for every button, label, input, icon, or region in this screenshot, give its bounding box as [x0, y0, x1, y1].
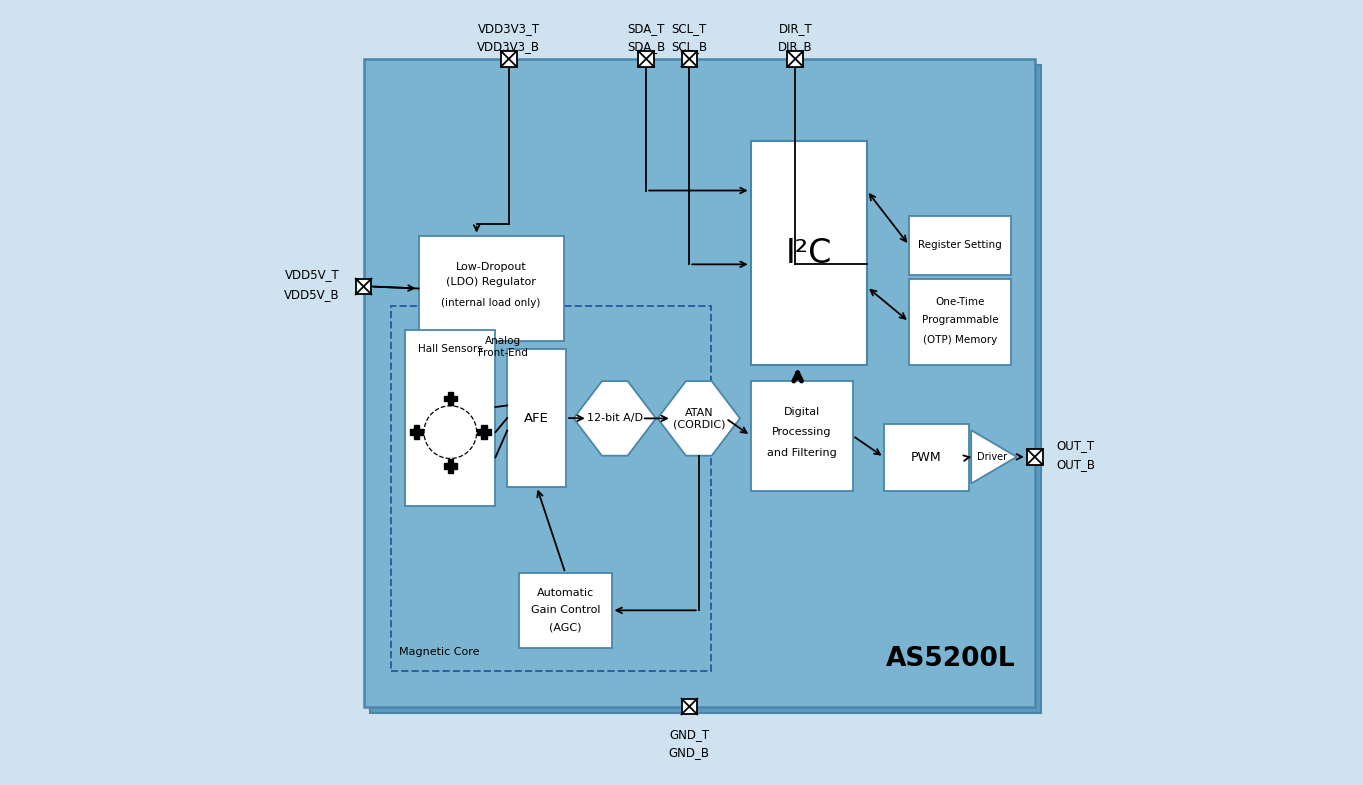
Text: DIR_T: DIR_T	[778, 22, 812, 35]
Bar	[909, 279, 1011, 365]
Text: OUT_T: OUT_T	[1056, 439, 1094, 451]
Polygon shape	[443, 459, 457, 473]
Text: SCL_T: SCL_T	[672, 22, 707, 35]
Polygon shape	[443, 392, 457, 405]
Polygon shape	[410, 425, 424, 439]
Polygon shape	[477, 425, 491, 439]
Text: Processing: Processing	[771, 427, 831, 436]
Bar	[1026, 449, 1043, 465]
Text: Programmable: Programmable	[921, 316, 999, 325]
Text: (OTP) Memory: (OTP) Memory	[923, 335, 998, 345]
Bar	[502, 51, 517, 67]
Text: SDA_B: SDA_B	[627, 40, 665, 53]
Text: I²C: I²C	[785, 236, 831, 270]
Text: AFE: AFE	[525, 411, 549, 425]
Bar	[519, 573, 612, 648]
Text: (LDO) Regulator: (LDO) Regulator	[446, 277, 536, 287]
Text: VDD5V_T: VDD5V_T	[285, 268, 339, 281]
Bar	[638, 51, 654, 67]
Polygon shape	[574, 381, 656, 455]
Bar	[507, 349, 566, 487]
Text: Register Setting: Register Setting	[919, 240, 1002, 250]
Bar	[751, 381, 853, 491]
Text: (internal load only): (internal load only)	[442, 298, 541, 308]
Text: SDA_T: SDA_T	[627, 22, 665, 35]
Text: and Filtering: and Filtering	[767, 448, 837, 458]
Text: Low-Dropout: Low-Dropout	[455, 261, 526, 272]
Text: 12-bit A/D: 12-bit A/D	[587, 414, 643, 423]
Bar	[369, 65, 1041, 713]
Text: GND_T: GND_T	[669, 728, 709, 742]
Text: AS5200L: AS5200L	[886, 646, 1015, 673]
Text: GND_B: GND_B	[669, 746, 710, 759]
Bar	[751, 141, 867, 365]
Text: Magnetic Core: Magnetic Core	[399, 648, 480, 658]
Text: OUT_B: OUT_B	[1056, 458, 1096, 471]
Text: VDD5V_B: VDD5V_B	[285, 288, 339, 301]
Bar	[788, 51, 803, 67]
Bar	[405, 330, 496, 506]
Bar	[391, 306, 711, 671]
Polygon shape	[972, 430, 1017, 484]
Text: Front-End: Front-End	[478, 349, 529, 358]
Text: VDD3V3_B: VDD3V3_B	[477, 40, 540, 53]
Bar	[885, 424, 969, 491]
Text: Automatic: Automatic	[537, 588, 594, 598]
Text: PWM: PWM	[910, 451, 942, 464]
Bar	[682, 699, 698, 714]
Text: DIR_B: DIR_B	[778, 40, 812, 53]
Text: Driver: Driver	[976, 452, 1007, 462]
Text: SCL_B: SCL_B	[672, 40, 707, 53]
Bar	[909, 216, 1011, 275]
Text: Digital: Digital	[784, 407, 819, 417]
Bar	[356, 279, 372, 294]
Polygon shape	[657, 381, 740, 455]
Text: One-Time: One-Time	[935, 298, 985, 307]
Text: (AGC): (AGC)	[549, 623, 582, 633]
Text: Hall Sensors: Hall Sensors	[418, 345, 483, 354]
Text: VDD3V3_T: VDD3V3_T	[478, 22, 540, 35]
Text: ATAN
(CORDIC): ATAN (CORDIC)	[672, 407, 725, 429]
Text: Gain Control: Gain Control	[530, 605, 600, 615]
Bar	[682, 51, 698, 67]
Bar	[418, 236, 564, 341]
Bar	[364, 59, 1035, 706]
Text: Analog: Analog	[485, 337, 522, 346]
